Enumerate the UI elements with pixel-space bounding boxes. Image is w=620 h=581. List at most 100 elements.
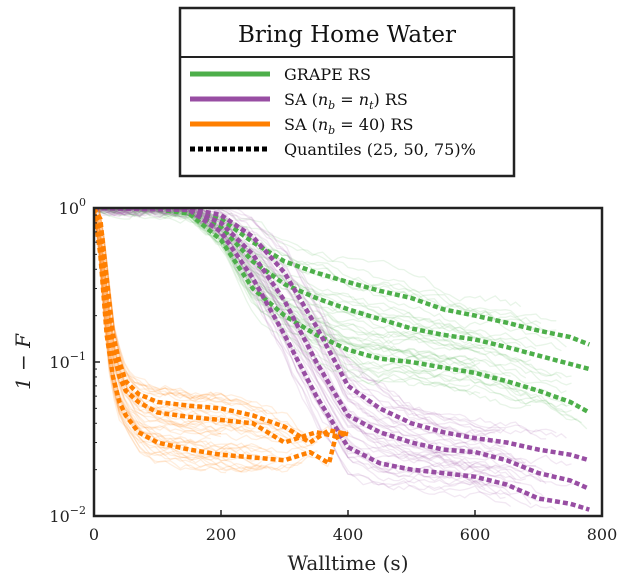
quantile-line-75 xyxy=(94,208,349,445)
run-trace xyxy=(94,208,465,456)
run-trace xyxy=(94,208,532,505)
run-trace xyxy=(94,208,471,388)
y-tick-label: 10−1 xyxy=(49,350,86,372)
run-trace xyxy=(94,208,557,333)
run-trace xyxy=(94,208,283,444)
x-tick-label: 400 xyxy=(333,525,364,544)
run-trace xyxy=(94,208,267,470)
legend-entries: GRAPE RS SA (nb = nt) RS SA (nb = 40) RS Qu… xyxy=(190,65,476,159)
quantile-line-50 xyxy=(94,208,349,445)
run-trace xyxy=(94,208,308,454)
run-trace xyxy=(94,208,496,444)
run-trace xyxy=(94,208,547,485)
run-trace xyxy=(94,208,283,442)
run-trace xyxy=(94,208,313,473)
run-trace xyxy=(94,208,557,322)
run-trace xyxy=(94,208,547,332)
y-tick-label: 10−2 xyxy=(49,504,86,526)
run-trace xyxy=(94,208,501,347)
run-trace xyxy=(94,208,557,435)
x-tick-label: 800 xyxy=(587,525,618,544)
run-trace xyxy=(94,208,547,440)
plot-area xyxy=(92,206,604,518)
run-trace xyxy=(94,208,506,448)
run-trace xyxy=(94,208,227,474)
run-trace xyxy=(94,208,506,449)
run-trace xyxy=(94,208,537,350)
run-trace xyxy=(94,208,486,351)
run-trace xyxy=(94,208,572,378)
run-trace xyxy=(94,208,277,459)
run-trace xyxy=(94,208,496,436)
run-trace xyxy=(94,208,567,439)
quantile-line-50 xyxy=(94,208,591,491)
run-trace xyxy=(94,208,567,348)
run-trace xyxy=(94,208,476,365)
run-trace xyxy=(94,208,481,369)
run-trace xyxy=(94,208,562,379)
run-trace xyxy=(94,208,206,472)
run-trace xyxy=(94,208,522,308)
run-trace xyxy=(94,208,277,415)
run-trace xyxy=(94,208,278,461)
run-trace xyxy=(94,208,257,462)
run-trace xyxy=(94,208,542,325)
run-trace xyxy=(94,208,572,467)
run-trace xyxy=(94,208,268,414)
run-trace xyxy=(94,208,562,401)
run-trace xyxy=(94,208,278,471)
run-trace xyxy=(94,208,252,433)
run-trace xyxy=(94,208,227,417)
run-trace xyxy=(94,208,572,413)
x-tick-label: 0 xyxy=(89,525,99,544)
run-trace xyxy=(94,208,262,470)
run-trace xyxy=(94,208,491,486)
run-trace xyxy=(94,208,308,437)
quantile-lines xyxy=(94,208,591,512)
run-trace xyxy=(94,208,344,441)
legend-label: Quantiles (25, 50, 75)% xyxy=(284,140,476,159)
quantile-line-25 xyxy=(94,208,590,512)
run-trace xyxy=(94,208,333,443)
run-trace xyxy=(94,208,491,472)
quantile-line-25 xyxy=(94,208,591,415)
run-trace xyxy=(94,208,501,434)
y-axis-ticks: 100 10−1 10−2 xyxy=(49,196,100,526)
run-trace xyxy=(94,208,562,352)
run-trace xyxy=(94,208,521,484)
legend-label: SA (nb = nt) RS xyxy=(284,90,408,112)
run-trace xyxy=(94,208,262,453)
run-trace xyxy=(94,208,567,394)
run-trace xyxy=(94,208,486,492)
quantile-line-75 xyxy=(94,208,591,347)
run-trace xyxy=(94,208,334,473)
legend-box xyxy=(178,6,516,178)
run-trace xyxy=(94,208,298,433)
run-trace xyxy=(94,208,262,473)
y-tick-label: 100 xyxy=(59,196,86,218)
run-trace xyxy=(94,208,217,400)
run-trace xyxy=(94,208,476,368)
run-trace xyxy=(94,208,471,336)
run-trace xyxy=(94,208,501,437)
run-trace xyxy=(94,208,268,417)
run-trace xyxy=(94,208,537,402)
run-trace xyxy=(94,208,511,508)
run-trace xyxy=(94,208,222,435)
x-axis-label: Walltime (s) xyxy=(288,551,409,575)
y-axis-label: 1 − F xyxy=(11,333,35,390)
x-tick-label: 200 xyxy=(206,525,237,544)
run-trace xyxy=(94,208,517,480)
run-trace xyxy=(94,208,252,403)
x-axis-ticks: 0 200 400 600 800 xyxy=(89,510,617,544)
x-tick-label: 600 xyxy=(460,525,491,544)
run-trace xyxy=(94,208,293,459)
run-trace xyxy=(94,208,501,470)
legend-title: Bring Home Water xyxy=(238,22,456,48)
legend-label: GRAPE RS xyxy=(284,65,371,84)
quantile-line-75 xyxy=(94,208,590,463)
run-trace xyxy=(94,208,318,447)
legend: Bring Home Water GRAPE RS SA (nb = nt) RS… xyxy=(178,6,516,178)
quantile-line-25 xyxy=(94,208,349,466)
